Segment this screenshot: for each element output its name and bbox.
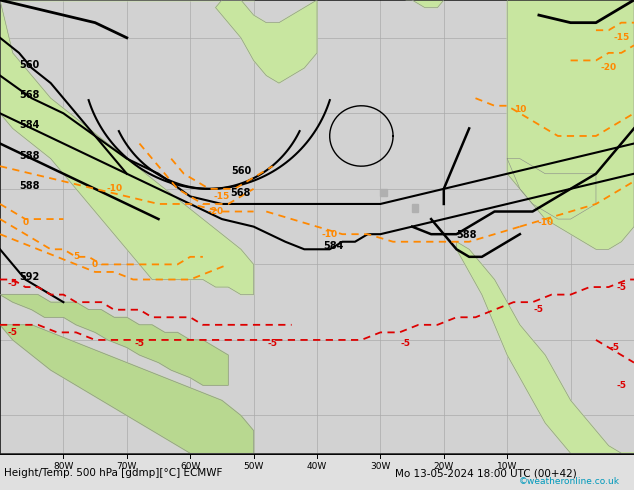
Text: 588: 588 [19, 150, 39, 161]
Text: -15: -15 [613, 33, 630, 42]
Text: -5: -5 [616, 381, 626, 390]
Text: -5: -5 [268, 339, 278, 348]
Text: -5: -5 [8, 328, 18, 337]
Text: 50W: 50W [243, 462, 264, 471]
Polygon shape [456, 242, 634, 453]
Text: 560: 560 [19, 60, 39, 70]
Text: -5: -5 [8, 279, 18, 288]
Text: 568: 568 [231, 189, 251, 198]
Polygon shape [507, 0, 634, 249]
Text: 588: 588 [456, 230, 477, 240]
Text: 0: 0 [92, 260, 98, 269]
Text: 560: 560 [231, 166, 251, 176]
Text: -20: -20 [600, 64, 617, 73]
Polygon shape [412, 204, 418, 212]
Polygon shape [406, 0, 444, 7]
Text: -5: -5 [534, 305, 544, 314]
Polygon shape [0, 325, 254, 453]
Text: 30W: 30W [370, 462, 391, 471]
Polygon shape [380, 189, 387, 196]
Text: 80W: 80W [53, 462, 74, 471]
Text: 40W: 40W [307, 462, 327, 471]
Text: Height/Temp. 500 hPa [gdmp][°C] ECMWF: Height/Temp. 500 hPa [gdmp][°C] ECMWF [4, 468, 223, 478]
Text: ©weatheronline.co.uk: ©weatheronline.co.uk [519, 477, 620, 486]
Text: -5: -5 [134, 339, 145, 348]
Text: 584: 584 [19, 121, 39, 130]
Polygon shape [216, 0, 317, 83]
Text: -5: -5 [616, 283, 626, 292]
Text: -5: -5 [610, 343, 620, 352]
Polygon shape [0, 0, 254, 294]
Text: -10: -10 [106, 184, 122, 194]
Text: 592: 592 [19, 271, 39, 281]
Text: Mo 13-05-2024 18:00 UTC (00+42): Mo 13-05-2024 18:00 UTC (00+42) [395, 468, 577, 478]
Polygon shape [0, 294, 228, 385]
Text: 568: 568 [19, 90, 39, 100]
Text: 584: 584 [323, 241, 344, 251]
Text: 70W: 70W [117, 462, 137, 471]
Text: 588: 588 [19, 181, 39, 191]
Text: 10: 10 [514, 105, 526, 114]
Text: -20: -20 [207, 207, 224, 216]
Text: 60W: 60W [180, 462, 200, 471]
Text: 10W: 10W [497, 462, 517, 471]
Text: 5: 5 [73, 252, 79, 261]
Text: -15: -15 [214, 192, 230, 201]
Text: -10: -10 [321, 230, 338, 239]
Polygon shape [507, 159, 596, 219]
Text: 0: 0 [22, 219, 29, 227]
Text: -5: -5 [401, 339, 411, 348]
Text: 20W: 20W [434, 462, 454, 471]
Text: -10: -10 [537, 219, 553, 227]
